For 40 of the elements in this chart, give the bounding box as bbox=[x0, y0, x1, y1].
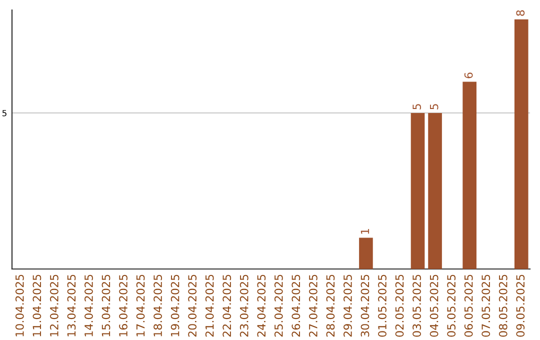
x-tick-label: 17.04.2025 bbox=[136, 274, 145, 336]
x-tick-label: 27.04.2025 bbox=[308, 274, 318, 337]
x-tick-label: 20.04.2025 bbox=[188, 274, 197, 337]
bar bbox=[410, 112, 425, 269]
x-tick-label: 14.04.2025 bbox=[84, 274, 93, 336]
x-tick-label: 15.04.2025 bbox=[102, 274, 110, 336]
data-label: 8 bbox=[516, 10, 525, 16]
x-tick-label: 19.04.2025 bbox=[170, 274, 180, 336]
x-tick-label: 11.04.2025 bbox=[32, 274, 42, 336]
x-tick-label: 18.04.2025 bbox=[154, 274, 162, 336]
bar bbox=[462, 82, 476, 269]
x-tick-label: 21.04.2025 bbox=[205, 274, 214, 337]
x-tick-label: 26.04.2025 bbox=[292, 274, 300, 337]
data-label: 1 bbox=[360, 228, 370, 234]
x-tick-label: 12.04.2025 bbox=[50, 274, 58, 336]
x-tick-label: 16.04.2025 bbox=[119, 274, 128, 336]
x-tick-label: 29.04.2025 bbox=[344, 274, 352, 337]
x-tick-label: 01.05.2025 bbox=[378, 274, 386, 337]
bar bbox=[428, 112, 442, 269]
x-tick-label: 09.05.2025 bbox=[516, 274, 525, 337]
bar bbox=[359, 238, 373, 269]
x-tick-label: 08.05.2025 bbox=[498, 274, 508, 337]
x-tick-label: 06.05.2025 bbox=[464, 274, 473, 337]
x-tick-label: 02.05.2025 bbox=[395, 274, 404, 337]
x-tick-label: 28.04.2025 bbox=[326, 274, 335, 337]
x-tick-label: 03.05.2025 bbox=[412, 274, 421, 337]
x-tick-label: 22.04.2025 bbox=[222, 274, 232, 337]
x-tick-label: 04.05.2025 bbox=[430, 274, 438, 337]
x-tick-label: 23.04.2025 bbox=[240, 274, 248, 337]
x-tick-label: 24.04.2025 bbox=[257, 274, 266, 337]
x-tick-label: 25.04.2025 bbox=[274, 274, 283, 337]
x-tick-label: 05.05.2025 bbox=[447, 274, 456, 337]
x-tick-label: 13.04.2025 bbox=[67, 274, 76, 336]
bar bbox=[514, 19, 528, 269]
data-label: 6 bbox=[464, 72, 473, 78]
data-label: 5 bbox=[412, 104, 421, 110]
x-tick-label: 07.05.2025 bbox=[482, 274, 490, 337]
x-tick-label: 10.04.2025 bbox=[15, 274, 24, 336]
data-label: 5 bbox=[430, 104, 438, 110]
x-tick-label: 30.04.2025 bbox=[360, 274, 370, 337]
